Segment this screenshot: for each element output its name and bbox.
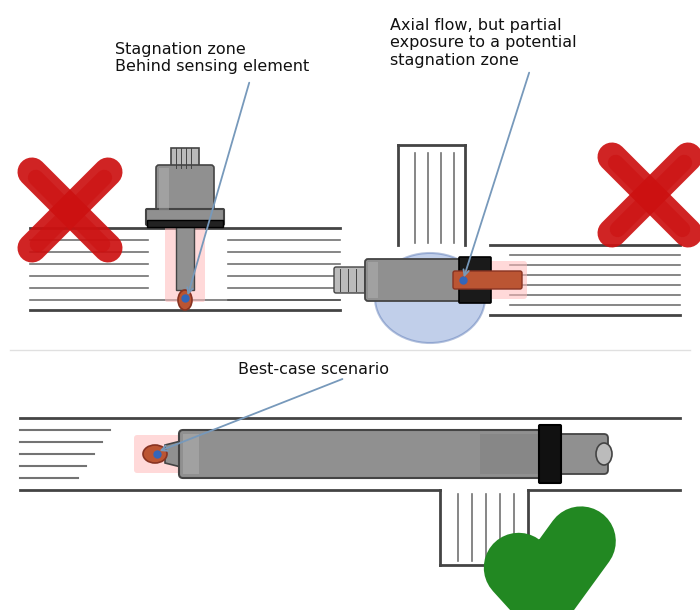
FancyBboxPatch shape — [156, 165, 214, 213]
FancyBboxPatch shape — [146, 209, 224, 225]
Bar — [176, 227, 194, 290]
FancyBboxPatch shape — [134, 435, 196, 473]
Text: Best-case scenario: Best-case scenario — [238, 362, 389, 377]
Bar — [171, 148, 199, 168]
Ellipse shape — [143, 445, 167, 463]
FancyBboxPatch shape — [556, 434, 608, 474]
FancyBboxPatch shape — [539, 425, 561, 483]
Bar — [159, 168, 169, 210]
Bar — [183, 434, 199, 474]
FancyBboxPatch shape — [459, 257, 491, 303]
FancyBboxPatch shape — [453, 271, 522, 289]
Ellipse shape — [178, 290, 192, 310]
FancyBboxPatch shape — [165, 225, 205, 302]
Bar — [480, 434, 540, 474]
Ellipse shape — [375, 253, 485, 343]
Text: Axial flow, but partial
exposure to a potential
stagnation zone: Axial flow, but partial exposure to a po… — [390, 18, 577, 68]
Text: Stagnation zone
Behind sensing element: Stagnation zone Behind sensing element — [115, 42, 309, 74]
Polygon shape — [165, 440, 185, 468]
Ellipse shape — [596, 443, 612, 465]
Bar — [147, 220, 223, 227]
FancyBboxPatch shape — [450, 261, 527, 299]
Bar — [368, 262, 378, 298]
FancyBboxPatch shape — [365, 259, 463, 301]
FancyBboxPatch shape — [334, 267, 370, 293]
FancyBboxPatch shape — [179, 430, 544, 478]
